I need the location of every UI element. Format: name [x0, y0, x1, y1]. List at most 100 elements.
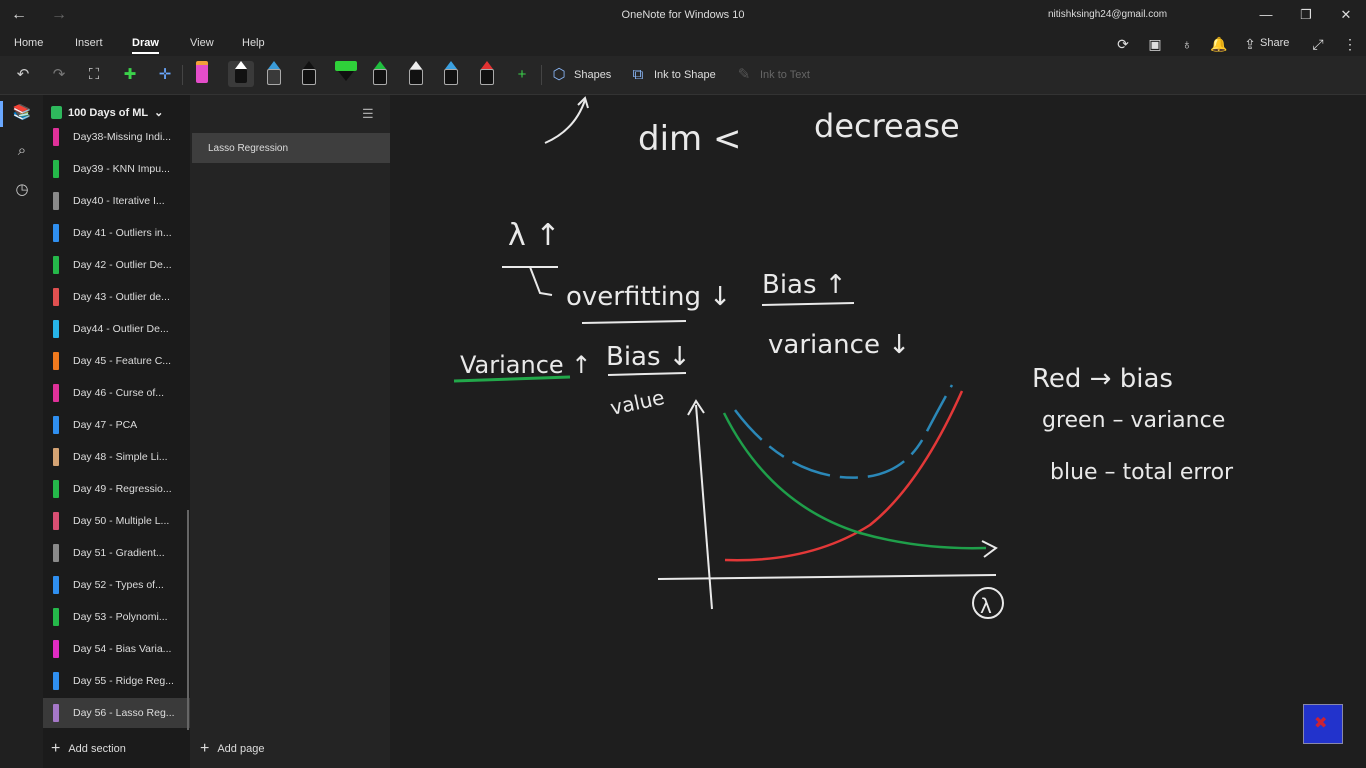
pen-green-icon[interactable] [372, 61, 388, 87]
more-options-icon[interactable]: ⋮ [1343, 36, 1357, 52]
user-account[interactable]: nitishksingh24@gmail.com [1048, 9, 1168, 20]
section-label: Day38-Missing Indi... [73, 131, 172, 143]
ink-axis-lambda: λ [980, 594, 992, 618]
section-item[interactable]: Day 42 - Outlier De... [43, 250, 190, 280]
close-icon[interactable]: ✕ [1340, 7, 1352, 22]
divider [541, 65, 542, 85]
pen-tip [338, 71, 354, 81]
section-item[interactable]: Day 50 - Multiple L... [43, 506, 190, 536]
pen-body [373, 69, 387, 85]
forward-arrow-icon[interactable]: → [51, 6, 67, 23]
share-button[interactable]: Share [1260, 37, 1290, 49]
section-label: Day 51 - Gradient... [73, 547, 165, 559]
section-item[interactable]: Day 41 - Outliers in... [43, 218, 190, 248]
notebook-icon [51, 106, 62, 119]
tab-draw[interactable]: Draw [132, 37, 159, 54]
ink-to-shape-icon[interactable]: ⧉ [632, 66, 644, 83]
ink-underline [607, 372, 687, 376]
tab-home[interactable]: Home [14, 37, 44, 49]
ink-legend-red: Red → bias [1032, 364, 1173, 394]
section-item[interactable]: Day 48 - Simple Li... [43, 442, 190, 472]
ink-variance-up: Variance ↑ [460, 351, 591, 379]
add-page-button[interactable]: + Add page [200, 740, 264, 758]
section-item[interactable]: Day40 - Iterative I... [43, 186, 190, 216]
shapes-button[interactable]: Shapes [574, 69, 612, 81]
section-label: Day 49 - Regressio... [73, 483, 172, 495]
sync-icon[interactable]: ⟳ [1117, 36, 1129, 52]
section-item[interactable]: Day 55 - Ridge Reg... [43, 666, 190, 696]
sections-scrollbar[interactable] [187, 510, 189, 730]
pen-blue-icon[interactable] [266, 61, 282, 87]
ink-overfitting: overfitting ↓ [566, 282, 731, 312]
pen-body [302, 69, 316, 85]
section-item[interactable]: Day 45 - Feature C... [43, 346, 190, 376]
fullscreen-icon[interactable]: ⤢ [1312, 36, 1324, 52]
ink-green-variance-curve [722, 412, 987, 550]
ink-hook-arrow [529, 266, 553, 296]
section-color-tab [53, 384, 59, 402]
ink-legend-blue: blue – total error [1050, 460, 1234, 485]
highlighter-green-icon[interactable] [333, 61, 359, 87]
section-item[interactable]: Day 49 - Regressio... [43, 474, 190, 504]
section-item[interactable]: Day 51 - Gradient... [43, 538, 190, 568]
pen-lightblue-icon[interactable] [443, 61, 459, 87]
sort-icon[interactable]: ☰ [362, 106, 374, 121]
tab-view[interactable]: View [190, 37, 214, 49]
pen-body [444, 69, 458, 85]
pen-white-icon[interactable] [408, 61, 424, 87]
ink-to-shape-button[interactable]: Ink to Shape [654, 69, 716, 81]
section-color-tab [53, 608, 59, 626]
section-color-tab [53, 128, 59, 146]
notebooks-icon[interactable]: 📚 [12, 104, 32, 121]
section-item[interactable]: Day 46 - Curse of... [43, 378, 190, 408]
share-icon[interactable]: ⇪ [1244, 36, 1256, 52]
redo-icon[interactable]: ↷ [52, 66, 66, 83]
notebook-icon[interactable]: ▣ [1148, 36, 1162, 52]
highlighter-pen-icon[interactable] [194, 61, 210, 87]
undo-icon[interactable]: ↶ [16, 66, 30, 83]
pen-red-icon[interactable] [479, 61, 495, 87]
pen-black-selected-icon[interactable] [228, 61, 254, 87]
ink-to-text-icon[interactable]: ✎ [737, 66, 751, 83]
restore-icon[interactable]: ❐ [1300, 7, 1312, 22]
plus-icon: + [200, 740, 210, 757]
recent-clock-icon[interactable]: ◷ [15, 181, 29, 198]
section-item[interactable]: Day39 - KNN Impu... [43, 154, 190, 184]
pen-body [267, 69, 281, 85]
shapes-icon[interactable]: ⬡ [552, 66, 566, 83]
section-label: Day 48 - Simple Li... [73, 451, 168, 463]
section-item[interactable]: Day 43 - Outlier de... [43, 282, 190, 312]
ink-decrease: decrease [814, 107, 960, 145]
note-canvas[interactable]: dim < decrease λ ↑ overfitting ↓ Bias ↑ … [390, 95, 1366, 768]
add-pen-icon[interactable]: + [517, 66, 527, 83]
add-space-icon[interactable]: ✛ [158, 66, 172, 83]
section-item[interactable]: Day 47 - PCA [43, 410, 190, 440]
page-item-lasso-regression[interactable]: Lasso Regression [192, 133, 390, 163]
back-arrow-icon[interactable]: ← [11, 6, 27, 23]
pen-black-icon[interactable] [301, 61, 317, 87]
notebook-selector[interactable]: 100 Days of ML ⌄ [51, 106, 163, 119]
section-item[interactable]: Day38-Missing Indi... [43, 122, 190, 152]
ink-to-text-button[interactable]: Ink to Text [760, 69, 810, 81]
bell-icon[interactable]: 🔔 [1210, 36, 1228, 52]
section-item[interactable]: Day 53 - Polynomi... [43, 602, 190, 632]
minimize-icon[interactable]: — [1259, 7, 1273, 22]
lightbulb-icon[interactable]: ♁ [1181, 36, 1193, 52]
pen-tip [481, 61, 493, 69]
section-item[interactable]: Day44 - Outlier De... [43, 314, 190, 344]
lasso-select-icon[interactable]: ⛶ [88, 66, 100, 83]
section-color-tab [53, 672, 59, 690]
ink-curve-arrowhead [981, 540, 998, 558]
tab-insert[interactable]: Insert [75, 37, 103, 49]
eraser-add-icon[interactable]: ✚ [123, 66, 137, 83]
search-icon[interactable]: ⌕ [17, 142, 27, 159]
section-item[interactable]: Day 54 - Bias Varia... [43, 634, 190, 664]
section-color-tab [53, 192, 59, 210]
tab-help[interactable]: Help [242, 37, 265, 49]
pen-body [196, 61, 208, 83]
section-item[interactable]: Day 56 - Lasso Reg... [43, 698, 190, 728]
add-section-button[interactable]: + Add section [51, 740, 126, 758]
pages-panel: ☰ Lasso Regression + Add page [190, 95, 390, 768]
ink-y-axis [695, 404, 713, 610]
section-item[interactable]: Day 52 - Types of... [43, 570, 190, 600]
